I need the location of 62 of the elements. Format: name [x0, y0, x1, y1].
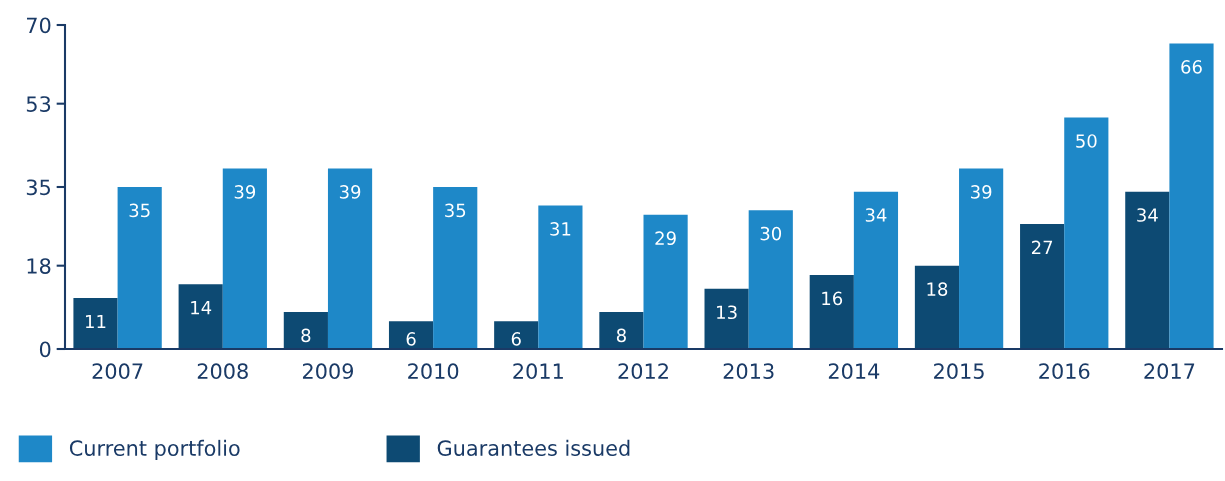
x-tick-label: 2013	[723, 363, 774, 380]
data-label: 39	[971, 185, 992, 199]
data-label: 35	[129, 203, 150, 218]
data-label: 18	[927, 282, 948, 296]
bar	[283, 311, 328, 349]
y-tick-label: 0	[39, 341, 51, 358]
x-tick-label: 2017	[1144, 363, 1195, 380]
data-label: 34	[1137, 208, 1158, 222]
bar	[809, 274, 854, 349]
data-label: 50	[1076, 134, 1097, 148]
bar	[494, 321, 539, 349]
x-tick-label: 2010	[408, 363, 459, 380]
data-label: 39	[339, 185, 361, 199]
data-label: 6	[511, 332, 521, 346]
data-label: 34	[865, 208, 887, 222]
bar	[959, 168, 1004, 349]
data-label: 29	[655, 231, 676, 246]
bar	[1064, 117, 1109, 349]
bar	[1169, 43, 1214, 349]
y-tick-label: 70	[27, 17, 51, 34]
x-tick-label: 2014	[828, 363, 880, 380]
data-label: 30	[760, 226, 782, 241]
bar	[388, 321, 434, 349]
x-tick-label: 2012	[618, 363, 668, 380]
bar	[599, 311, 644, 349]
data-label: 8	[616, 328, 626, 343]
x-tick-label: 2008	[197, 363, 248, 380]
bar	[1125, 191, 1170, 349]
data-label: 8	[301, 328, 311, 343]
bar	[704, 288, 749, 349]
data-label: 66	[1181, 60, 1202, 74]
bar	[643, 214, 688, 349]
bar	[117, 187, 162, 349]
y-tick-label: 53	[26, 96, 51, 112]
x-tick-label: 2015	[934, 363, 984, 380]
data-label: 16	[822, 291, 843, 306]
legend-label: Current portfolio	[69, 439, 240, 461]
data-label: 39	[234, 185, 256, 199]
data-label: 13	[717, 305, 737, 320]
data-label: 6	[406, 332, 416, 346]
y-tick-label: 18	[27, 258, 51, 274]
x-tick-label: 2007	[92, 363, 143, 380]
data-label: 14	[191, 301, 212, 315]
bar	[1020, 224, 1065, 349]
bar	[748, 210, 793, 349]
x-tick-label: 2011	[513, 363, 563, 380]
legend-label: Guarantees issued	[437, 439, 630, 456]
bar	[433, 187, 478, 349]
bar	[914, 265, 960, 349]
data-label: 31	[550, 222, 571, 236]
data-label: 11	[86, 314, 106, 329]
bar	[178, 284, 223, 349]
bar	[327, 168, 373, 349]
bar	[73, 298, 118, 349]
data-label: 27	[1031, 240, 1053, 255]
bar	[853, 191, 899, 349]
data-label: 35	[445, 203, 466, 218]
x-tick-label: 2016	[1039, 363, 1090, 380]
bar	[222, 168, 267, 349]
x-tick-label: 2009	[302, 363, 353, 380]
y-tick-label: 35	[26, 179, 50, 196]
bar	[538, 205, 583, 349]
